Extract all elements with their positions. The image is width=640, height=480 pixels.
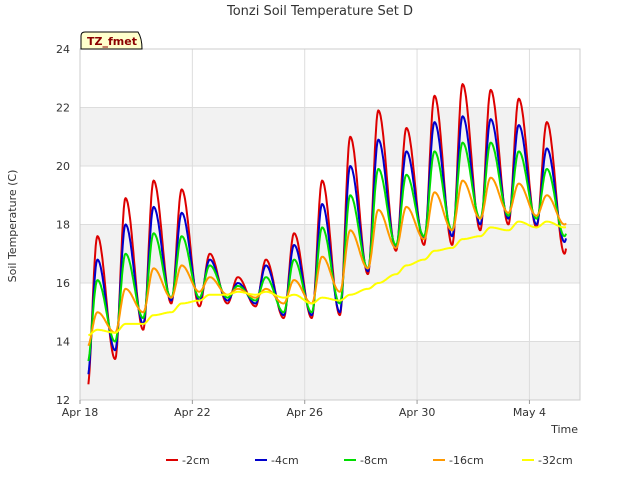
badge-label: TZ_fmet <box>87 35 137 48</box>
y-tick-label: 22 <box>56 102 70 115</box>
legend-label: -32cm <box>538 454 573 467</box>
legend-label: -16cm <box>449 454 484 467</box>
y-axis-label: Soil Temperature (C) <box>6 170 19 283</box>
y-tick-label: 18 <box>56 219 70 232</box>
x-tick-label: Apr 22 <box>174 406 211 419</box>
plot-band <box>80 341 580 400</box>
y-tick-label: 14 <box>56 336 70 349</box>
legend-label: -2cm <box>182 454 210 467</box>
y-tick-label: 16 <box>56 277 70 290</box>
plot-area-border <box>79 48 581 401</box>
legend: -2cm -4cm -8cm -16cm -32cm <box>166 454 573 467</box>
x-tick-label: Apr 18 <box>62 406 99 419</box>
station-badge: TZ_fmet <box>80 31 143 50</box>
x-tick-label: Apr 30 <box>399 406 436 419</box>
x-axis-ticks: Apr 18 Apr 22 Apr 26 Apr 30 May 4 <box>62 400 546 419</box>
legend-label: -4cm <box>271 454 299 467</box>
plot-band <box>80 107 580 166</box>
y-tick-label: 20 <box>56 160 70 173</box>
series-line-minus-8cm <box>87 141 567 362</box>
y-axis-ticks: 12 14 16 18 20 22 24 <box>56 43 70 407</box>
chart-title: Tonzi Soil Temperature Set D <box>226 4 413 19</box>
badge-box <box>80 31 143 50</box>
series-line-minus-16cm <box>87 176 567 347</box>
plot-band <box>80 166 580 225</box>
legend-label: -8cm <box>360 454 388 467</box>
series-lines <box>87 83 567 385</box>
y-tick-label: 24 <box>56 43 70 56</box>
x-axis-label: Time <box>550 423 578 436</box>
x-tick-label: Apr 26 <box>286 406 323 419</box>
series-line-minus-32cm <box>87 220 567 337</box>
y-tick-label: 12 <box>56 394 70 407</box>
x-tick-label: May 4 <box>513 406 546 419</box>
plot-band <box>80 283 580 342</box>
plot-band <box>80 49 580 108</box>
